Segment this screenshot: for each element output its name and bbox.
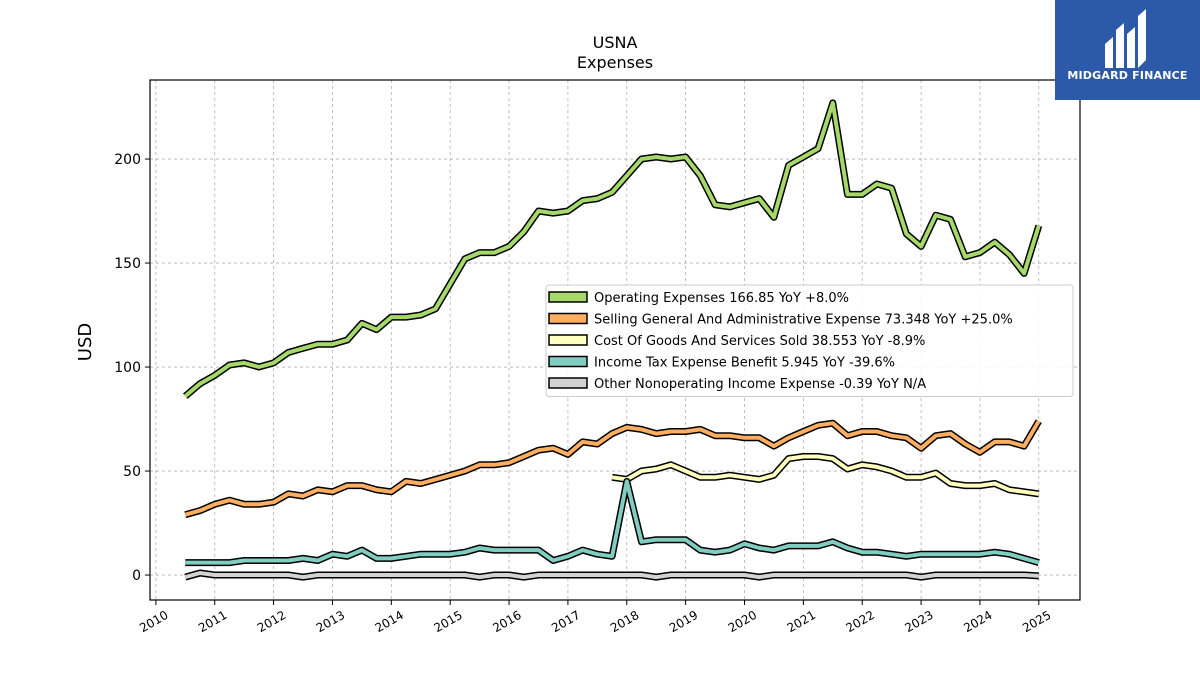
legend-item: Other Nonoperating Income Expense -0.39 … [548, 377, 926, 392]
x-tick-label: 2018 [608, 608, 641, 635]
y-axis-label: USD [75, 323, 96, 361]
x-tick-label: 2019 [667, 608, 700, 635]
series-line [184, 571, 1039, 580]
legend-swatch [548, 312, 588, 325]
series-line [184, 100, 1041, 398]
x-tick-label: 2016 [490, 608, 523, 635]
series-1 [183, 99, 1043, 399]
legend-item: Selling General And Administrative Expen… [548, 312, 1013, 328]
series-line-outline [611, 453, 1040, 498]
series-lines [183, 99, 1043, 581]
x-tick-label: 2020 [726, 608, 759, 635]
chart-subtitle: Expenses [577, 53, 653, 72]
legend: Operating Expenses 166.85 YoY +8.0% Selli… [545, 284, 1074, 397]
x-tick-label: 2022 [843, 608, 876, 635]
y-tick-label: 50 [123, 464, 141, 480]
series-line [184, 420, 1041, 517]
y-tick-label: 0 [132, 568, 141, 584]
legend-item: Cost Of Goods And Services Sold 38.553 Y… [548, 334, 925, 349]
series-5 [184, 569, 1040, 581]
logo-mark-icon [1105, 9, 1146, 68]
x-tick-label: 2010 [137, 608, 170, 635]
x-tick-label: 2017 [549, 608, 582, 635]
y-tick-label: 150 [114, 256, 141, 272]
x-tick-label: 2014 [373, 608, 406, 635]
x-tick-label: 2011 [196, 608, 229, 635]
x-tick-label: 2015 [431, 608, 464, 635]
x-tick-label: 2013 [314, 608, 347, 635]
legend-label: Other Nonoperating Income Expense -0.39 … [594, 377, 926, 392]
series-3 [611, 453, 1040, 498]
x-axis: 2010 2011 2012 2013 2014 2015 2016 2017 2018 2019… [137, 600, 1054, 635]
legend-label: Operating Expenses 166.85 YoY +8.0% [594, 291, 849, 306]
legend-label: Cost Of Goods And Services Sold 38.553 Y… [594, 334, 925, 349]
y-axis: 0 50 100 150 200 [114, 152, 150, 584]
legend-box [545, 284, 1074, 397]
y-tick-label: 200 [114, 152, 141, 168]
series-4 [185, 477, 1040, 567]
x-tick-label: 2023 [902, 608, 935, 635]
legend-item: Operating Expenses 166.85 YoY +8.0% [548, 291, 849, 306]
y-tick-label: 100 [114, 360, 141, 376]
series-2 [184, 419, 1042, 519]
x-tick-label: 2021 [785, 608, 818, 635]
legend-swatch [548, 334, 588, 346]
legend-swatch [548, 291, 588, 303]
brand-name: MIDGARD FINANCE [1067, 69, 1188, 82]
series-line [611, 454, 1040, 496]
x-tick-label: 2025 [1020, 608, 1053, 635]
x-tick-label: 2012 [255, 608, 288, 635]
legend-item: Income Tax Expense Benefit 5.945 YoY -39… [548, 355, 895, 371]
plot-area-frame [149, 79, 1081, 601]
legend-swatch [548, 377, 588, 389]
x-tick-label: 2024 [961, 608, 994, 635]
chart-title: USNA [593, 33, 638, 52]
series-line [185, 479, 1040, 565]
legend-swatch [548, 355, 588, 368]
legend-label: Selling General And Administrative Expen… [594, 313, 1013, 328]
brand-logo: MIDGARD FINANCE [1055, 0, 1200, 100]
legend-label: Income Tax Expense Benefit 5.945 YoY -39… [594, 356, 895, 371]
